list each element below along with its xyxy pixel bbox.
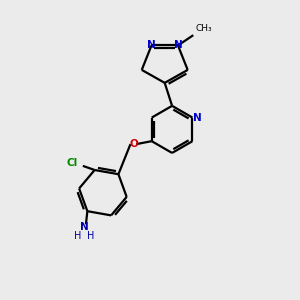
Text: N: N <box>174 40 182 50</box>
Text: N: N <box>147 40 156 50</box>
Text: O: O <box>129 139 138 149</box>
Text: H: H <box>74 231 82 241</box>
Text: H: H <box>87 231 94 241</box>
Text: N: N <box>193 112 202 123</box>
Text: Cl: Cl <box>67 158 78 168</box>
Text: N: N <box>80 222 89 233</box>
Text: CH₃: CH₃ <box>196 24 212 33</box>
